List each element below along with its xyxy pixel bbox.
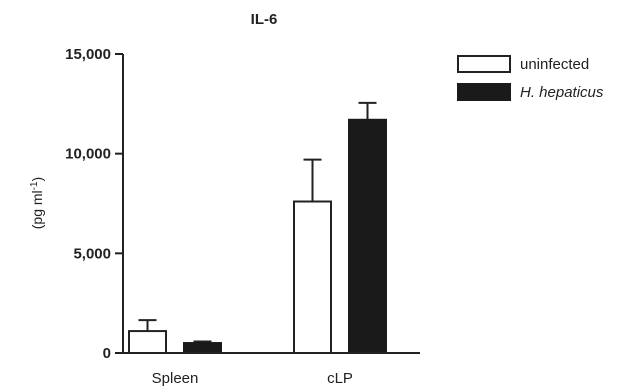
y-tick-label-1: 5,000	[73, 245, 111, 262]
x-tick-label-spleen: Spleen	[152, 370, 199, 387]
y-axis-label-main: (pg ml	[29, 190, 45, 229]
bar-h-hepaticus-clp	[348, 118, 387, 354]
legend-swatch-1	[457, 83, 511, 101]
y-tick-label-3: 15,000	[65, 46, 111, 63]
chart-title: IL-6	[251, 11, 278, 28]
svg-text:(pg ml-1): (pg ml-1)	[29, 177, 46, 229]
y-axis-label: (pg ml-1)	[29, 177, 46, 229]
y-tick-label-2: 10,000	[65, 146, 111, 163]
x-tick-label-clp: cLP	[327, 370, 353, 387]
bars-group	[128, 101, 387, 354]
axes-group: 0 5,000 10,000 15,000 Spleen cLP	[65, 46, 420, 387]
legend-label-1: H. hepaticus	[520, 84, 604, 101]
legend-swatch-0	[457, 55, 511, 73]
legend-label-0: uninfected	[520, 56, 589, 73]
bar-uninfected-clp	[293, 200, 332, 354]
y-axis-label-suffix: )	[29, 177, 45, 182]
y-axis-label-sup: -1	[29, 181, 40, 190]
y-tick-label-0: 0	[103, 345, 111, 362]
legend: uninfected H. hepaticus	[457, 55, 604, 101]
bar-uninfected-spleen	[128, 330, 167, 354]
bar-h-hepaticus-spleen	[183, 342, 222, 354]
